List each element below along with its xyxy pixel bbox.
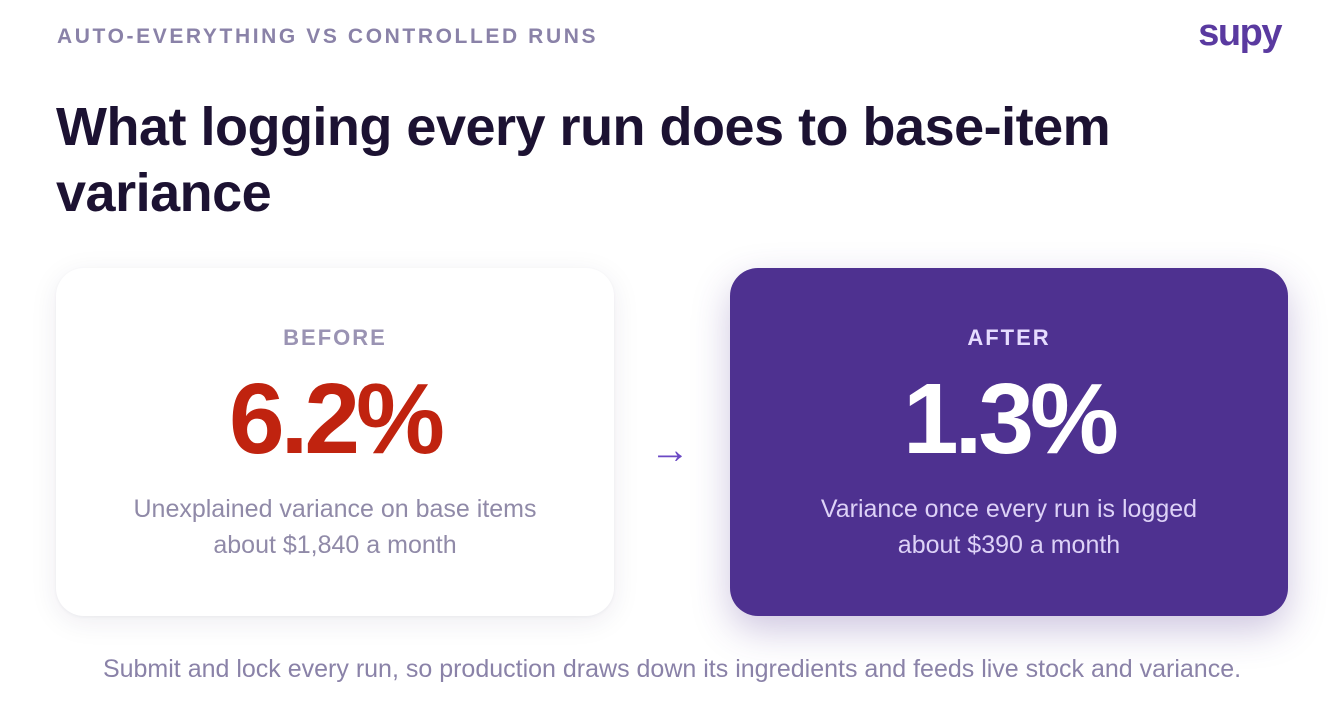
after-value: 1.3% xyxy=(903,363,1119,475)
footer-note: Submit and lock every run, so production… xyxy=(102,655,1242,683)
before-description-line2: about $1,840 a month xyxy=(213,531,457,559)
after-description-line2: about $390 a month xyxy=(897,531,1121,559)
page-title: What logging every run does to base-item… xyxy=(56,97,1111,223)
after-card: AFTER 1.3% Variance once every run is lo… xyxy=(730,268,1288,616)
before-description: Unexplained variance on base items about… xyxy=(133,491,536,563)
brand-logo: supy xyxy=(1198,12,1282,54)
after-description-line1: Variance once every run is logged xyxy=(820,495,1198,523)
before-label: BEFORE xyxy=(283,325,387,350)
before-value: 6.2% xyxy=(229,363,445,475)
before-description-line1: Unexplained variance on base items xyxy=(133,495,537,523)
before-card: BEFORE 6.2% Unexplained variance on base… xyxy=(56,268,614,616)
eyebrow-label: AUTO-EVERYTHING VS CONTROLLED RUNS xyxy=(57,25,599,48)
after-label: AFTER xyxy=(967,325,1051,350)
arrow-right-icon: → xyxy=(650,428,690,472)
after-description: Variance once every run is logged about … xyxy=(821,491,1197,563)
